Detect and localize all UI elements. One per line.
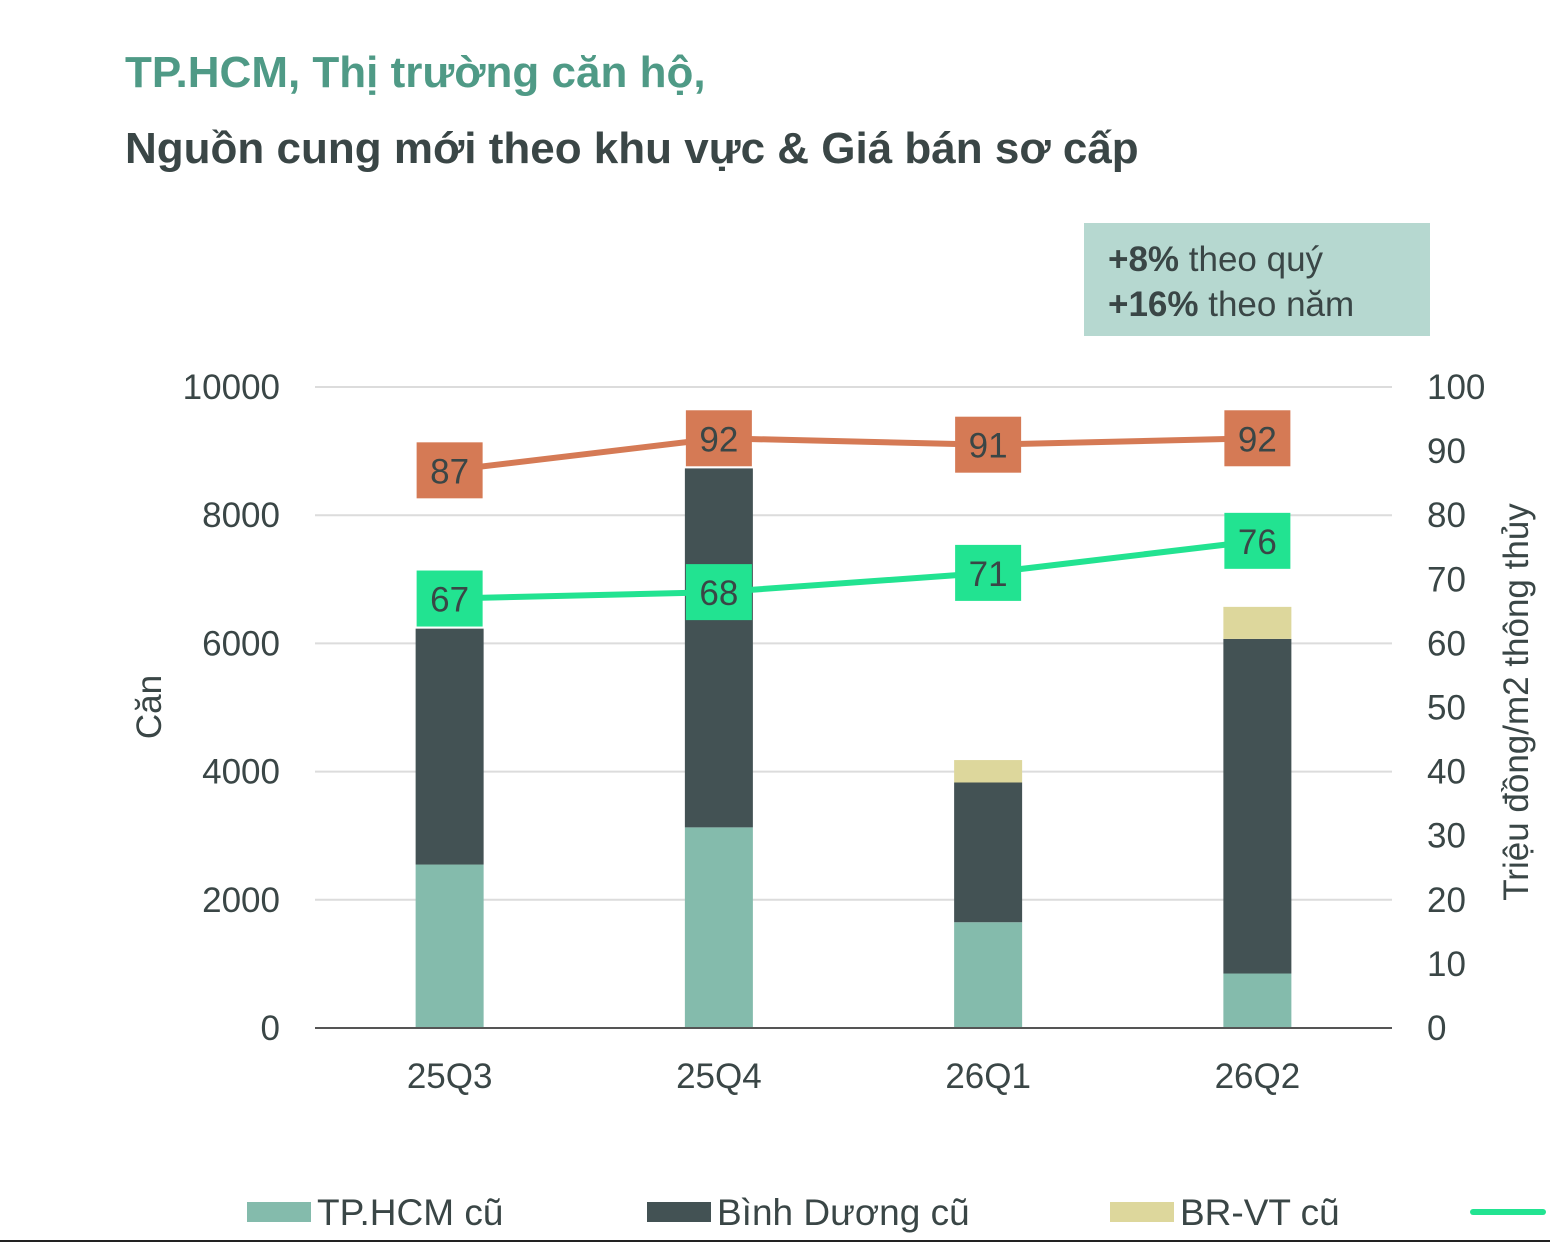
data-labels: 87 92 91 92 67 68 71 76 <box>416 410 1291 627</box>
line-point-label: 67 <box>430 581 469 620</box>
line-point-label-box <box>955 416 1022 473</box>
growth-callout: +8% theo quý +16% theo năm <box>1084 223 1430 336</box>
y-left-tick-label: 10000 <box>183 368 280 407</box>
legend-label: TP.HCM cũ <box>317 1192 503 1233</box>
x-tick-label: 26Q1 <box>945 1057 1031 1096</box>
legend-swatch <box>247 1202 311 1222</box>
y-right-tick-label: 60 <box>1427 624 1466 663</box>
price-line <box>449 435 1258 474</box>
growth-year-line: +16% theo năm <box>1108 282 1430 327</box>
line-point-label-box <box>416 442 483 499</box>
bar-segment <box>1223 638 1292 974</box>
line-point-label: 87 <box>430 452 469 491</box>
y-right-tick-label: 100 <box>1427 368 1485 407</box>
y-left-axis-title: Căn <box>130 675 169 739</box>
bar-segment <box>415 864 484 1028</box>
x-tick-label: 25Q3 <box>407 1057 493 1096</box>
line-point-label-box <box>416 570 483 627</box>
y-right-tick-label: 40 <box>1427 753 1466 792</box>
line-point-label-box <box>955 544 1022 601</box>
y-left-tick-label: 0 <box>261 1009 280 1048</box>
price-lines <box>449 435 1258 602</box>
y-right-tick-label: 30 <box>1427 817 1466 856</box>
line-point-label-box <box>1224 512 1291 569</box>
y-right-tick-label: 80 <box>1427 496 1466 535</box>
y-right-tick-label: 0 <box>1427 1009 1446 1048</box>
legend-swatch <box>647 1202 711 1222</box>
bar-segment <box>684 468 753 828</box>
line-point-label: 68 <box>699 574 738 613</box>
bar-segment <box>1223 606 1292 639</box>
line-point-label-box <box>685 410 752 467</box>
y-left-tick-label: 4000 <box>202 753 280 792</box>
x-tick-label: 26Q2 <box>1215 1057 1301 1096</box>
line-point-label: 92 <box>1238 420 1277 459</box>
growth-quarter-text: theo quý <box>1179 240 1324 279</box>
bar-segment <box>954 922 1023 1028</box>
gridlines <box>315 386 1392 901</box>
legend-label: Bình Dương cũ <box>717 1192 970 1233</box>
y-right-axis-title: Triệu đồng/m2 thông thủy <box>1497 503 1536 901</box>
line-point-label-box <box>685 564 752 621</box>
growth-year-value: +16% <box>1108 285 1199 324</box>
line-point-label: 71 <box>969 555 1008 594</box>
y-left-tick-label: 2000 <box>202 881 280 920</box>
bar-segment <box>954 760 1023 783</box>
y-right-tick-label: 10 <box>1427 945 1466 984</box>
chart-subtitle: Nguồn cung mới theo khu vực & Giá bán sơ… <box>125 124 1139 173</box>
bar-segment <box>415 628 484 865</box>
y-left-tick-label: 8000 <box>202 496 280 535</box>
y-right-tick-label: 70 <box>1427 560 1466 599</box>
y-left-tick-label: 6000 <box>202 624 280 663</box>
bar-segment <box>1223 973 1292 1028</box>
growth-year-text: theo năm <box>1198 285 1355 324</box>
line-point-label-box <box>1224 410 1291 467</box>
growth-quarter-value: +8% <box>1108 240 1180 279</box>
line-point-label: 91 <box>969 427 1008 466</box>
growth-quarter-line: +8% theo quý <box>1108 237 1430 282</box>
axes: 0 2000 4000 6000 8000 10000 0 10 20 30 40 50 60 70 80 9… <box>130 368 1536 1096</box>
bars <box>415 468 1292 1028</box>
bar-segment <box>684 827 753 1028</box>
chart-title: TP.HCM, Thị trường căn hộ, <box>125 48 706 97</box>
line-point-label: 76 <box>1238 523 1277 562</box>
y-right-tick-label: 20 <box>1427 881 1466 920</box>
legend-swatch <box>1110 1202 1174 1222</box>
bottom-rule <box>0 1240 1550 1242</box>
legend: TP.HCM cũ Bình Dương cũ BR-VT cũ <box>247 1192 1546 1233</box>
y-right-tick-label: 90 <box>1427 432 1466 471</box>
bar-segment <box>954 782 1023 923</box>
line-point-label: 92 <box>699 420 738 459</box>
x-tick-label: 25Q4 <box>676 1057 762 1096</box>
legend-label: BR-VT cũ <box>1180 1192 1340 1233</box>
price-line <box>449 537 1258 602</box>
y-right-tick-label: 50 <box>1427 689 1466 728</box>
